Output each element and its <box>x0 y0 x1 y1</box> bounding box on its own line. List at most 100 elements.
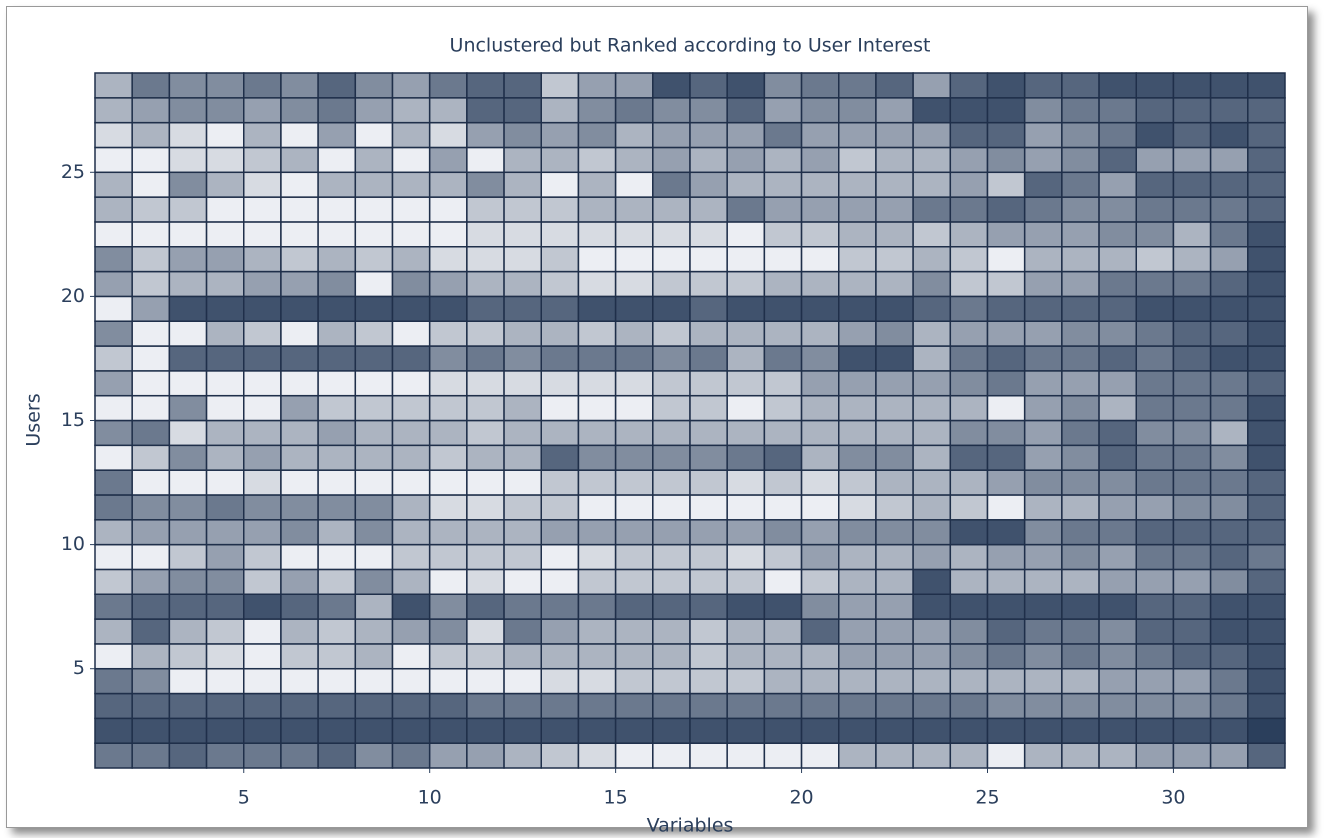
heatmap-cell <box>912 643 952 670</box>
heatmap-cell <box>1135 717 1175 744</box>
heatmap-cell <box>689 568 728 596</box>
heatmap-cell <box>652 593 691 620</box>
heatmap-cell <box>391 345 431 372</box>
heatmap-cell <box>652 72 691 99</box>
heatmap-cell <box>94 519 133 546</box>
heatmap-cell <box>131 643 171 670</box>
heatmap-cell <box>875 246 914 273</box>
heatmap-cell <box>912 667 952 695</box>
heatmap-cell <box>652 419 691 447</box>
heatmap-cell <box>354 618 394 645</box>
heatmap-cell <box>1172 742 1212 769</box>
heatmap-cell <box>168 171 208 198</box>
x-tick-label: 10 <box>418 787 442 809</box>
heatmap-cell <box>1247 419 1286 447</box>
heatmap-cell <box>354 568 394 596</box>
heatmap-cell <box>503 394 542 422</box>
heatmap-cell <box>614 171 654 198</box>
heatmap-cell <box>838 444 877 471</box>
heatmap-cell <box>1023 593 1063 620</box>
heatmap-cell <box>243 196 282 223</box>
heatmap-cell <box>1135 320 1175 347</box>
heatmap-cell <box>986 370 1026 397</box>
heatmap-cell <box>205 221 245 248</box>
heatmap-cell <box>1098 543 1137 571</box>
heatmap-cell <box>1209 667 1249 695</box>
heatmap-cell <box>614 146 654 174</box>
heatmap-cell <box>1247 394 1286 422</box>
heatmap-cell <box>726 72 766 99</box>
heatmap-cell <box>391 221 431 248</box>
heatmap-cell <box>94 593 133 620</box>
heatmap-cell <box>354 469 394 496</box>
heatmap-cell <box>1098 196 1137 223</box>
heatmap-cell <box>1172 717 1212 744</box>
heatmap-cell <box>280 667 319 695</box>
heatmap-cell <box>428 643 468 670</box>
heatmap-cell <box>1135 221 1175 248</box>
heatmap-cell <box>1135 494 1175 521</box>
heatmap-cell <box>875 643 914 670</box>
heatmap-cell <box>1209 419 1249 447</box>
heatmap-cell <box>466 419 505 447</box>
heatmap-cell <box>428 494 468 521</box>
heatmap-cell <box>726 469 766 496</box>
heatmap-cell <box>1135 270 1175 298</box>
heatmap-cell <box>652 270 691 298</box>
heatmap-cell <box>354 643 394 670</box>
heatmap-cell <box>949 394 989 422</box>
heatmap-cell <box>503 146 542 174</box>
heatmap-cell <box>912 568 952 596</box>
heatmap-cell <box>614 667 654 695</box>
heatmap-cell <box>1061 444 1100 471</box>
heatmap-cell <box>838 394 877 422</box>
heatmap-cell <box>280 543 319 571</box>
heatmap-cell <box>763 295 803 322</box>
heatmap-cell <box>577 618 617 645</box>
heatmap-cell <box>1023 742 1063 769</box>
heatmap-cell <box>1135 246 1175 273</box>
heatmap-cell <box>875 494 914 521</box>
heatmap-cell <box>1172 419 1212 447</box>
heatmap-cell <box>1023 667 1063 695</box>
heatmap-cell <box>1061 270 1100 298</box>
heatmap-cell <box>280 196 319 223</box>
heatmap-cell <box>1135 146 1175 174</box>
heatmap-cell <box>652 221 691 248</box>
heatmap-cell <box>1135 444 1175 471</box>
heatmap-cell <box>949 121 989 149</box>
heatmap-cell <box>838 146 877 174</box>
heatmap-cell <box>577 494 617 521</box>
heatmap-cell <box>1209 196 1249 223</box>
heatmap-cell <box>243 320 282 347</box>
heatmap-cell <box>131 270 171 298</box>
heatmap-cell <box>1061 345 1100 372</box>
heatmap-cell <box>131 618 171 645</box>
heatmap-cell <box>1172 618 1212 645</box>
heatmap-cell <box>503 72 542 99</box>
heatmap-cell <box>726 717 766 744</box>
heatmap-cell <box>94 72 133 99</box>
heatmap-cell <box>354 593 394 620</box>
heatmap-cell <box>1098 419 1137 447</box>
heatmap-cell <box>466 345 505 372</box>
heatmap-cell <box>577 543 617 571</box>
heatmap-cell <box>131 444 171 471</box>
heatmap-cell <box>800 295 840 322</box>
heatmap-cell <box>205 643 245 670</box>
heatmap-cell <box>131 146 171 174</box>
heatmap-cell <box>875 618 914 645</box>
heatmap-cell <box>243 72 282 99</box>
heatmap-cell <box>466 221 505 248</box>
heatmap-cell <box>577 270 617 298</box>
heatmap-cell <box>800 146 840 174</box>
heatmap-cell <box>243 97 282 124</box>
heatmap-cell <box>726 543 766 571</box>
heatmap-cell <box>540 146 580 174</box>
heatmap-cell <box>800 568 840 596</box>
heatmap-cell <box>1247 494 1286 521</box>
heatmap-cell <box>949 593 989 620</box>
heatmap-cell <box>1247 519 1286 546</box>
heatmap-cell <box>763 221 803 248</box>
heatmap-cell <box>986 643 1026 670</box>
